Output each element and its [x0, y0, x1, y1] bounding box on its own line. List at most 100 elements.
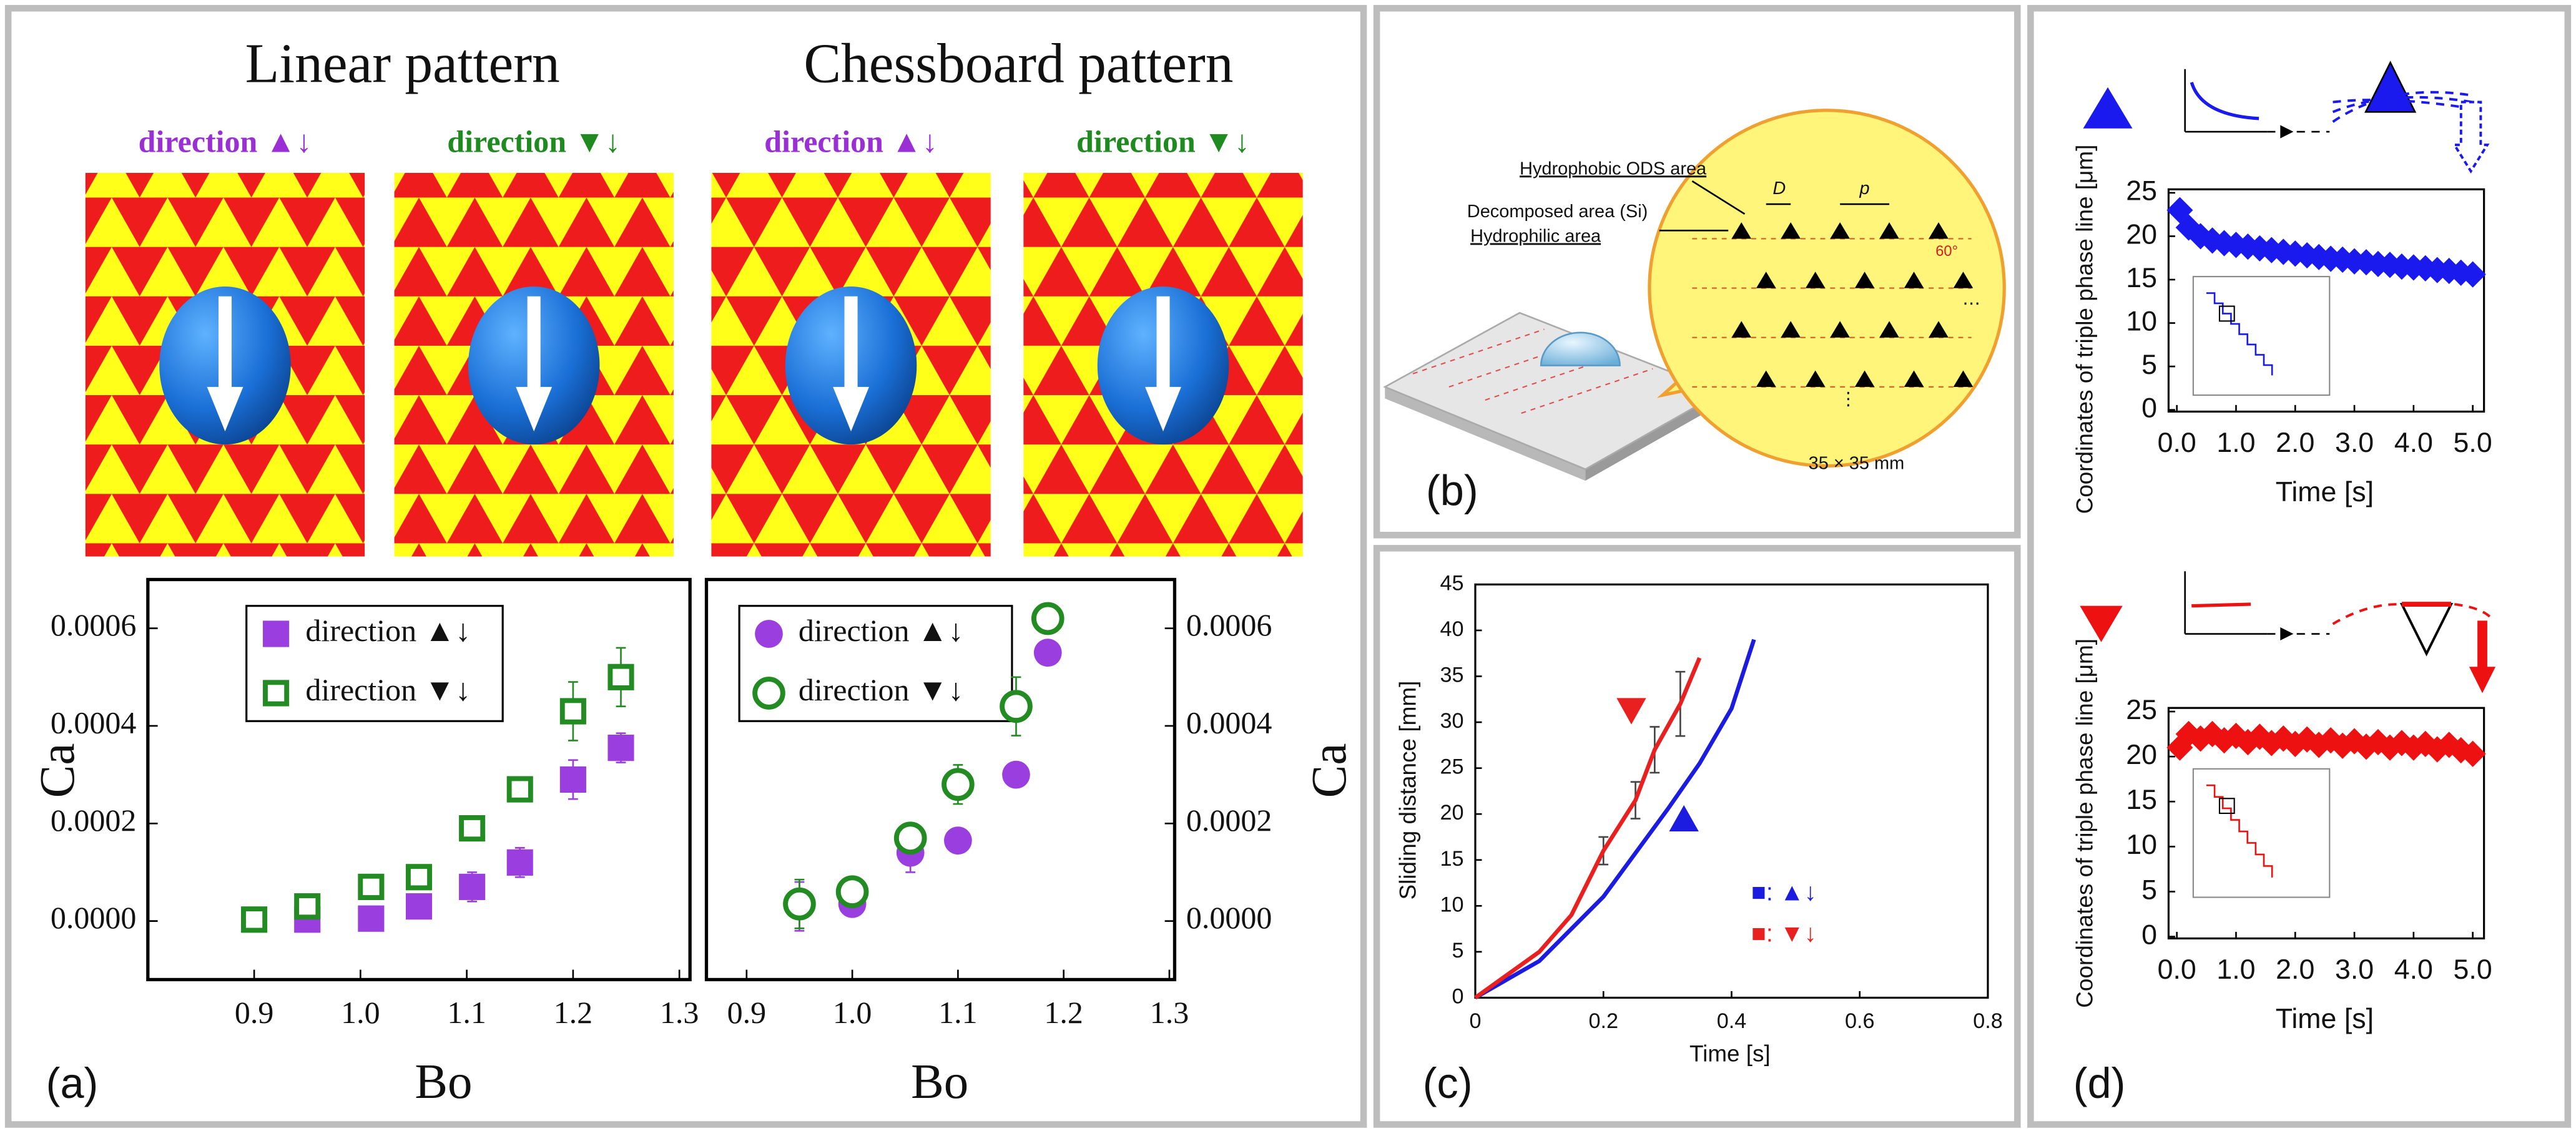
marker — [459, 815, 486, 842]
x-tick-label: 0 — [1469, 1009, 1481, 1033]
hydrophilic-triangle — [1756, 272, 1776, 288]
hydrophilic-triangle — [1805, 272, 1826, 288]
dashed-guide — [1448, 341, 1581, 388]
sketch-dash — [2454, 603, 2492, 619]
triangle-marker — [1616, 698, 1646, 725]
hydrophilic-triangle — [1904, 370, 1924, 387]
diagram-label: Hydrophobic ODS area — [1520, 159, 1707, 179]
panel-frame — [1373, 545, 2021, 1128]
hydrophilic-triangle — [1830, 321, 1850, 338]
hydrophilic-triangle — [1879, 321, 1899, 338]
panel-frames — [4, 4, 2572, 1128]
y-tick-label: 20 — [1440, 801, 1464, 825]
y-tick-label: 0.0004 — [1186, 705, 1272, 740]
marker — [783, 887, 816, 921]
triangle-marker — [1669, 805, 1699, 832]
marker — [1002, 760, 1030, 789]
y-tick-label: 25 — [1440, 755, 1464, 779]
marker — [1031, 602, 1064, 635]
sketch-dash — [2332, 95, 2473, 114]
triangle-marker — [2080, 605, 2123, 642]
marker — [405, 864, 433, 891]
x-tick-label: 0.2 — [1588, 1009, 1618, 1033]
marker — [1000, 690, 1033, 723]
panel-label: (d) — [2073, 1059, 2126, 1107]
inset-frame — [2192, 276, 2331, 396]
marker — [2459, 740, 2486, 767]
y-tick-label: 20 — [2126, 218, 2157, 250]
marker — [506, 776, 533, 803]
y-axis-label: Ca — [1302, 743, 1357, 798]
marker — [607, 663, 634, 690]
y-tick-label: 15 — [2126, 262, 2157, 293]
y-axis-label: Sliding distance [mm] — [1395, 681, 1420, 900]
sketch-line — [2191, 602, 2251, 608]
y-tick-label: 0.0004 — [51, 705, 136, 740]
marker — [263, 680, 290, 707]
y-tick-label: 5 — [2141, 349, 2157, 380]
y-tick-label: 40 — [1440, 617, 1464, 641]
hydrophilic-triangle — [1756, 370, 1776, 387]
y-tick-label: 0 — [2141, 392, 2157, 423]
hydrophilic-triangle — [1904, 272, 1924, 288]
diagram-label: Decomposed area (Si) — [1467, 202, 1648, 222]
hydrophilic-triangle — [1953, 370, 1974, 387]
diagram-label: 35 × 35 mm — [1809, 453, 1905, 473]
image-caption: direction ▲↓ — [139, 124, 312, 159]
hydrophilic-triangle — [1781, 222, 1801, 239]
x-tick-label: 0.4 — [1717, 1009, 1747, 1033]
image-caption: direction ▼↓ — [447, 124, 621, 159]
y-tick-label: 0.0002 — [1186, 803, 1272, 838]
y-tick-label: 0.0000 — [1186, 900, 1272, 935]
marker — [358, 873, 385, 901]
x-tick-label: 1.2 — [1044, 995, 1083, 1030]
direction-arrow — [833, 296, 869, 432]
hydrophilic-triangle — [1953, 272, 1974, 288]
marker — [944, 826, 972, 855]
x-tick-label: 5.0 — [2454, 954, 2492, 985]
x-tick-label: 1.2 — [554, 995, 592, 1030]
x-tick-label: 3.0 — [2335, 954, 2374, 985]
chart-title: Chessboard pattern — [804, 32, 1233, 94]
dashed-guide — [1412, 328, 1545, 375]
y-tick-label: 35 — [1440, 663, 1464, 687]
image-caption: direction ▲↓ — [764, 124, 938, 159]
dashed-guide — [1485, 355, 1617, 401]
sketch-triangle — [2399, 603, 2454, 657]
dashed-guide — [1521, 368, 1653, 414]
y-tick-label: 30 — [1440, 709, 1464, 733]
sketch-curve — [2190, 82, 2259, 120]
marker — [358, 905, 385, 932]
diagram-label: ⋮ — [1839, 389, 1857, 409]
hydrophilic-triangle — [1830, 222, 1850, 239]
panel-label: (c) — [1423, 1059, 1473, 1107]
x-axis-label: Time [s] — [2276, 476, 2374, 507]
x-tick-label: 0.0 — [2158, 954, 2196, 985]
x-tick-label: 0.9 — [235, 995, 273, 1030]
hydrophilic-triangle — [1781, 321, 1801, 338]
arrow-head — [2280, 627, 2294, 641]
y-tick-label: 0.0002 — [51, 803, 136, 838]
x-tick-label: 1.3 — [660, 995, 699, 1030]
y-tick-label: 5 — [1452, 939, 1464, 962]
panel-frame — [2027, 4, 2572, 1128]
hydrophilic-triangle — [1879, 222, 1899, 239]
diagram-label: 60° — [1935, 243, 1958, 260]
marker — [1033, 639, 1062, 667]
y-tick-label: 10 — [2126, 829, 2157, 860]
x-tick-label: 1.0 — [2216, 954, 2255, 985]
y-tick-label: 10 — [1440, 893, 1464, 916]
substrate-side — [1585, 391, 1722, 481]
marker — [2306, 732, 2333, 758]
y-tick-label: 0 — [1452, 984, 1464, 1008]
hydrophilic-triangle — [1929, 321, 1949, 338]
x-tick-label: 3.0 — [2335, 427, 2374, 458]
leader — [1691, 180, 1746, 215]
x-tick-label: 1.1 — [938, 995, 977, 1030]
y-tick-label: 15 — [2126, 784, 2157, 815]
inset-frame — [2192, 768, 2331, 898]
legend-label: direction ▲↓ — [799, 613, 964, 648]
x-tick-label: 0.0 — [2158, 427, 2196, 458]
marker — [2459, 261, 2486, 288]
